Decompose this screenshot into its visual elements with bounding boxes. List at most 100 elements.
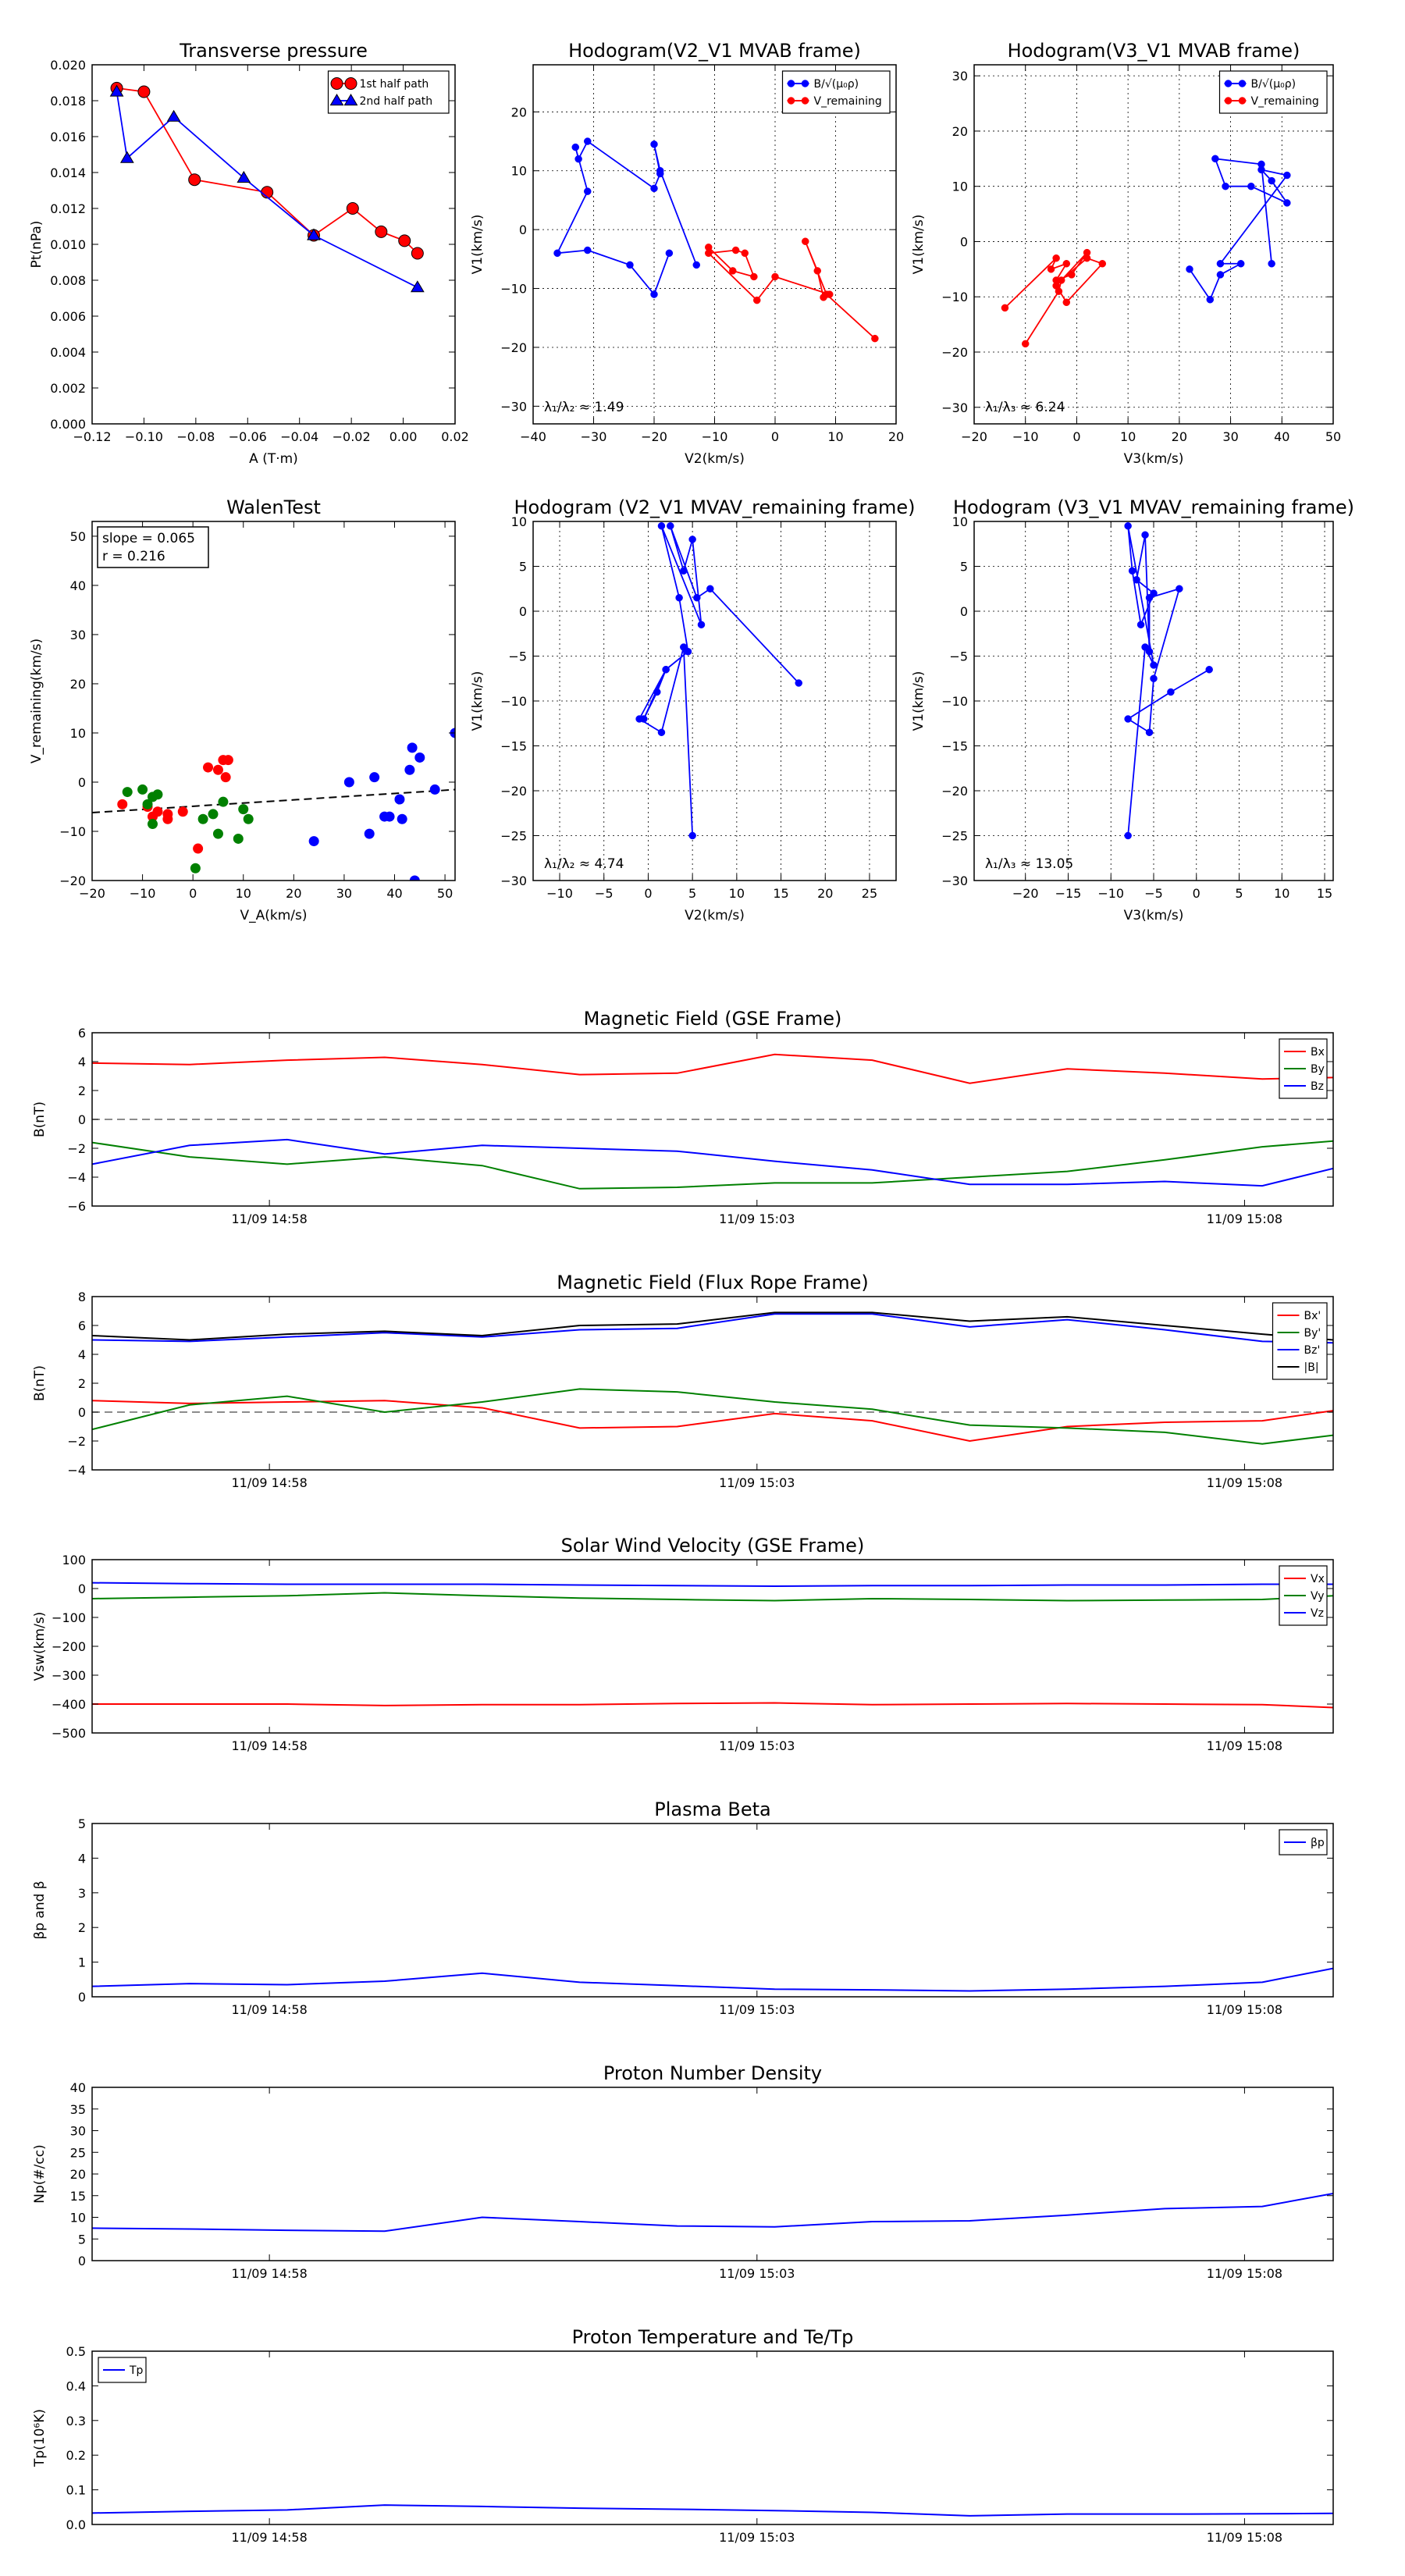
y-tick-label: 40	[70, 578, 86, 593]
x-tick-label: 30	[1222, 429, 1238, 444]
y-axis-label: Np(#/cc)	[32, 2144, 48, 2203]
data-point	[662, 666, 670, 674]
y-tick-label: 4	[78, 1347, 86, 1362]
y-tick-label: 20	[952, 124, 968, 139]
y-tick-label: 0.0	[66, 2517, 86, 2532]
y-tick-label: −10	[500, 282, 527, 297]
chart-proton_number_density: 11/09 14:58 11/09 15:03 11/09 15:08 0 5 10 15 2…	[32, 2062, 1334, 2281]
x-tick-label: 11/09 15:08	[1207, 1738, 1282, 1753]
x-tick-label: 10	[729, 886, 745, 901]
y-tick-label: 0.020	[50, 58, 86, 73]
data-point	[193, 843, 204, 854]
data-point	[137, 784, 148, 795]
data-point	[1001, 304, 1009, 312]
y-tick-label: 30	[70, 2124, 86, 2139]
x-axis-label: V3(km/s)	[1124, 451, 1184, 467]
y-tick-label: 0.5	[66, 2344, 86, 2359]
series-line-0	[92, 1967, 1333, 1992]
x-tick-label: 50	[437, 886, 453, 901]
chart-title: Magnetic Field (Flux Rope Frame)	[557, 1272, 868, 1293]
y-tick-label: −200	[52, 1639, 86, 1654]
data-point	[665, 249, 674, 258]
chart-hodogram_v3_v1_mvab: −20 −10 0 10 20 30 40 50 −30 −20 −10 0 10 20 30 Hodogra…	[911, 40, 1341, 467]
y-tick-label: 0.000	[50, 417, 86, 432]
data-point	[1136, 621, 1145, 628]
data-point	[574, 155, 582, 163]
data-point	[346, 202, 359, 215]
data-point	[667, 522, 674, 530]
y-tick-label: −25	[500, 829, 527, 844]
series-line-3	[92, 1311, 1333, 1341]
x-tick-label: 11/09 15:08	[1207, 1475, 1282, 1490]
legend-label: 1st half path	[360, 78, 429, 91]
data-point	[364, 828, 375, 839]
data-point	[307, 228, 321, 240]
x-tick-label: 11/09 15:03	[719, 1738, 795, 1753]
x-axis-label: V2(km/s)	[685, 908, 745, 923]
data-point	[1205, 666, 1213, 674]
y-tick-label: 10	[952, 180, 968, 194]
legend: βp	[1279, 1829, 1328, 1856]
data-point	[1145, 594, 1154, 602]
legend: 1st half path 2nd half path	[327, 70, 450, 114]
data-point	[675, 594, 683, 602]
stats-box	[97, 526, 209, 568]
data-point	[414, 752, 425, 763]
y-tick-label: −20	[500, 784, 527, 799]
data-point	[584, 187, 592, 195]
data-point	[584, 246, 592, 254]
y-tick-label: −20	[59, 873, 86, 888]
data-point	[1141, 643, 1149, 651]
data-point	[410, 280, 425, 293]
data-point	[237, 170, 251, 183]
chart-magnetic_field_gse: 11/09 14:58 11/09 15:03 11/09 15:08 −6 −4 −2 0…	[32, 1008, 1334, 1226]
data-point	[650, 141, 658, 148]
data-point	[1206, 296, 1215, 304]
chart-title: Hodogram (V2_V1 MVAV_remaining frame)	[514, 496, 915, 518]
data-point	[729, 267, 737, 275]
y-tick-label: 8	[78, 1290, 86, 1304]
legend: B/√(μ₀ρ) V_remaining	[1218, 70, 1328, 114]
plot-area	[635, 522, 802, 840]
data-point	[1216, 260, 1225, 268]
y-tick-label: 0.014	[50, 165, 86, 180]
data-point	[384, 811, 395, 822]
y-tick-label: 0	[960, 604, 968, 619]
legend-box	[781, 70, 891, 114]
chart-title: Proton Number Density	[603, 2062, 822, 2084]
x-tick-label: −0.12	[73, 429, 111, 444]
y-tick-label: 35	[70, 2102, 86, 2117]
data-point	[177, 806, 188, 817]
y-tick-label: 0	[78, 1990, 86, 2005]
plot-frame	[91, 2350, 1334, 2525]
data-point	[152, 789, 163, 800]
data-point	[693, 594, 701, 602]
data-point	[212, 764, 223, 775]
plot-area	[92, 1967, 1333, 1992]
plot-area	[92, 2504, 1333, 2517]
x-tick-label: 20	[286, 886, 301, 901]
series-line-1	[92, 1388, 1333, 1445]
data-point	[1257, 160, 1265, 169]
plot-area	[92, 2192, 1333, 2233]
y-axis-label: V_remaining(km/s)	[29, 639, 44, 763]
y-tick-label: 0.4	[66, 2379, 86, 2393]
series-line-0	[92, 1053, 1333, 1084]
data-point	[218, 796, 229, 807]
y-tick-label: 5	[960, 560, 968, 575]
data-point	[397, 813, 407, 824]
data-point	[823, 290, 831, 298]
data-point	[1216, 271, 1225, 279]
data-point	[584, 137, 592, 145]
legend: Tp	[98, 2357, 147, 2383]
x-tick-label: 11/09 15:08	[1207, 2530, 1282, 2545]
legend-label: By	[1311, 1063, 1325, 1076]
data-point	[1128, 567, 1136, 575]
x-tick-label: 40	[386, 886, 402, 901]
y-tick-label: −2	[67, 1434, 86, 1449]
data-point	[137, 85, 151, 98]
data-point	[1124, 831, 1132, 840]
y-tick-label: −10	[941, 290, 968, 304]
x-tick-label: −5	[595, 886, 614, 901]
series-line-0	[1126, 525, 1210, 836]
